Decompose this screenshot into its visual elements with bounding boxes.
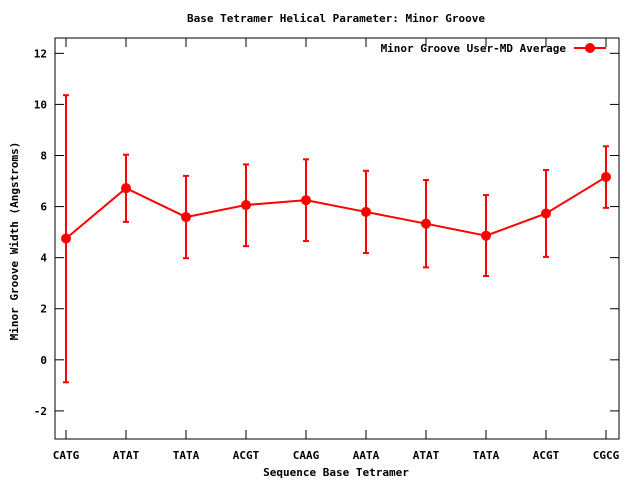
x-tick-label: ACGT: [233, 449, 260, 462]
legend-series-label: Minor Groove User-MD Average: [381, 42, 567, 55]
plot-data: [61, 94, 611, 384]
x-tick-label: CGCG: [593, 449, 620, 462]
data-point: [181, 212, 191, 223]
data-point: [421, 218, 431, 229]
y-tick-label: 6: [40, 201, 47, 214]
data-point: [61, 233, 71, 244]
data-point: [541, 208, 551, 219]
y-axis-label: Minor Groove Width (Angstroms): [8, 142, 21, 341]
y-tick-label: 8: [40, 149, 47, 162]
x-tick-label: CAAG: [293, 449, 320, 462]
chart-title: Base Tetramer Helical Parameter: Minor G…: [187, 12, 485, 25]
data-point: [361, 206, 371, 217]
data-point: [121, 183, 131, 194]
plot-frame: [54, 37, 620, 440]
series-line: [65, 176, 607, 240]
x-tick-label: AATA: [353, 449, 380, 462]
x-tick-label: TATA: [173, 449, 200, 462]
y-tick-label: 4: [40, 252, 47, 265]
axis-ticks: -2 0 2 4 6 8 10 12 CATG ATAT TATA ACGT CAAG AATA ATAT T…: [34, 38, 620, 462]
y-tick-label: 2: [40, 303, 47, 316]
y-tick-label: 0: [40, 354, 47, 367]
x-axis-label: Sequence Base Tetramer: [263, 466, 409, 479]
data-point: [481, 230, 491, 241]
data-point: [601, 171, 611, 182]
x-tick-label: ATAT: [413, 449, 440, 462]
legend: Minor Groove User-MD Average: [381, 42, 606, 55]
data-point: [241, 200, 251, 211]
y-tick-label: 12: [34, 47, 47, 60]
legend-series-marker: [585, 43, 595, 53]
data-point: [301, 195, 311, 206]
y-tick-label: 10: [34, 98, 47, 111]
x-tick-label: ACGT: [533, 449, 560, 462]
x-tick-label: CATG: [53, 449, 80, 462]
y-tick-label: -2: [34, 405, 47, 418]
x-tick-label: ATAT: [113, 449, 140, 462]
x-tick-label: TATA: [473, 449, 500, 462]
